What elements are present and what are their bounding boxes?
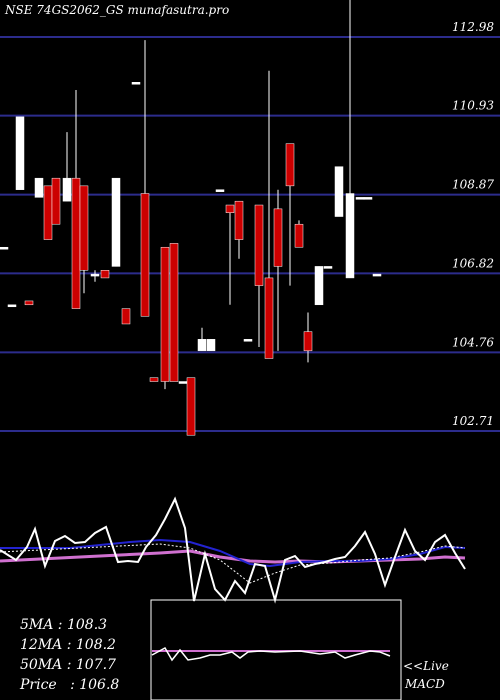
candle-27	[254, 204, 264, 347]
candle-1	[7, 304, 17, 308]
candle-34	[323, 266, 333, 269]
candle-31	[294, 220, 304, 248]
candle-36	[345, 0, 355, 279]
macd-line	[151, 646, 391, 662]
price-tick-5: 102.71	[452, 414, 494, 428]
candle-38	[363, 197, 373, 200]
price-tick-3: 106.82	[452, 256, 494, 270]
price-tick-4: 104.76	[452, 335, 494, 349]
candle-0	[0, 246, 9, 250]
candle-21	[197, 327, 207, 352]
candle-4	[34, 177, 44, 198]
price-line	[0, 496, 466, 604]
candle-2	[24, 300, 34, 306]
candle-8	[71, 89, 81, 309]
candle-11	[100, 270, 110, 279]
price-tick-0: 112.98	[452, 20, 494, 34]
candle-10	[90, 270, 100, 282]
candle-15	[140, 40, 150, 317]
candle-30	[285, 143, 295, 286]
candle-23	[215, 189, 225, 192]
legend-ma50: 50MA : 107.7	[20, 657, 116, 673]
candle-29	[273, 189, 283, 351]
candle-24	[225, 204, 235, 305]
candle-14	[131, 82, 141, 85]
candle-17	[160, 246, 170, 390]
ma50-line	[0, 549, 466, 564]
candle-6	[51, 177, 61, 225]
candle-19	[178, 381, 188, 384]
candle-25	[234, 200, 244, 259]
candle-26	[243, 339, 253, 342]
candle-28	[264, 70, 274, 359]
candle-12	[111, 177, 121, 267]
price-tick-2: 108.87	[452, 178, 494, 192]
candle-32	[303, 312, 313, 363]
ma5-line	[0, 543, 466, 584]
candle-7	[62, 132, 72, 202]
candle-9	[79, 185, 89, 294]
candle-13	[121, 308, 131, 325]
legend-ma12: 12MA : 108.2	[20, 637, 116, 653]
ma12-line	[0, 538, 466, 568]
price-tick-1: 110.93	[452, 99, 494, 113]
price-tick-labels: 112.98 110.93 108.87 106.82 104.76 102.71	[452, 20, 494, 428]
candle-5	[43, 185, 53, 240]
candle-39	[372, 273, 382, 277]
candle-35	[334, 166, 344, 217]
candle-22	[206, 339, 216, 352]
candle-18	[169, 243, 179, 382]
legend-ma5: 5MA : 108.3	[20, 617, 108, 633]
candles	[0, 0, 382, 436]
macd-box	[150, 599, 402, 700]
macd-label-live: <<Live	[403, 659, 449, 673]
indicator-panel	[0, 496, 466, 604]
candle-16	[149, 377, 159, 382]
macd-panel	[151, 646, 391, 662]
candle-20	[186, 377, 196, 436]
candle-37	[355, 197, 365, 200]
macd-label-macd: MACD	[404, 677, 445, 691]
chart-title: NSE 74GS2062_GS munafasutra.pro	[4, 3, 229, 17]
candle-3	[15, 116, 25, 190]
legend-price: Price : 106.8	[20, 677, 120, 693]
candle-33	[314, 266, 324, 306]
